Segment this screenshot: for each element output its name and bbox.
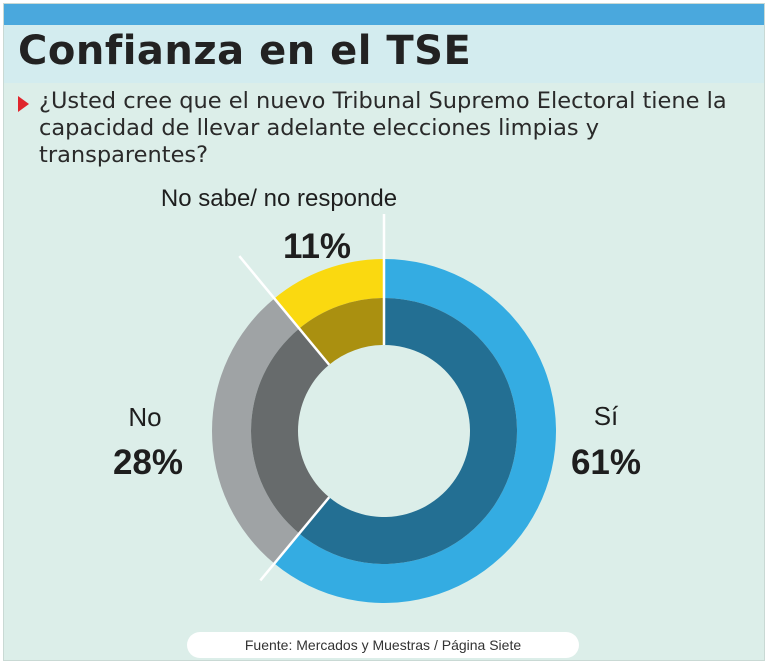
label-nsnr-value: 11% [283, 227, 351, 266]
label-no-name: No [128, 402, 161, 432]
title-plain: Confianza en el [18, 28, 387, 74]
label-no-value: 28% [113, 443, 183, 482]
slice-outer-no [212, 298, 300, 564]
label-nsnr-name: No sabe/ no responde [161, 185, 397, 212]
slice-inner-no [250, 328, 330, 534]
slice-outer-nsnr [274, 259, 384, 329]
top-accent-stripe [4, 4, 764, 25]
bullet-triangle-icon [18, 96, 29, 112]
source-caption: Fuente: Mercados y Muestras / Página Sie… [187, 632, 579, 658]
label-si-name: Sí [594, 401, 619, 431]
title-bold: TSE [386, 28, 472, 74]
survey-question: ¿Usted cree que el nuevo Tribunal Suprem… [39, 88, 727, 168]
leader-lines [238, 214, 386, 582]
label-si-value: 61% [571, 443, 641, 482]
page-title: Confianza en el TSE [18, 28, 471, 74]
title-bar [4, 25, 764, 83]
slice-outer-si [274, 259, 557, 603]
leader-si-no [259, 496, 331, 582]
slice-inner-nsnr [299, 298, 384, 365]
slice-inner-si [299, 298, 517, 564]
donut-slices [212, 259, 557, 603]
leader-no-nsnr [238, 255, 331, 366]
